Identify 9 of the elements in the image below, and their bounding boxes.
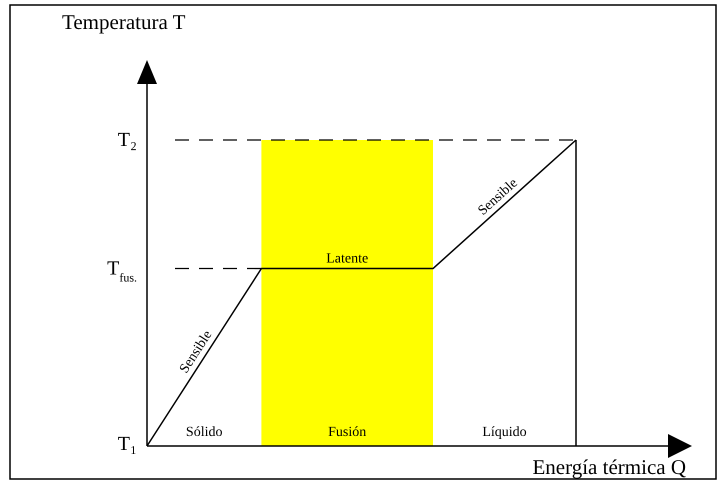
ref-line-label: T₂ bbox=[118, 129, 137, 151]
ref-line-label: T$_{fus.}$ bbox=[107, 258, 137, 285]
annotation: Sólido bbox=[186, 425, 222, 440]
annotation: T₁ bbox=[118, 433, 137, 455]
x-axis-title: Energía térmica Q bbox=[532, 455, 686, 479]
annotation: Fusión bbox=[328, 425, 366, 440]
annotation: Latente bbox=[326, 252, 368, 267]
annotation: Líquido bbox=[482, 425, 527, 440]
text: Temperatura T bbox=[62, 10, 186, 34]
